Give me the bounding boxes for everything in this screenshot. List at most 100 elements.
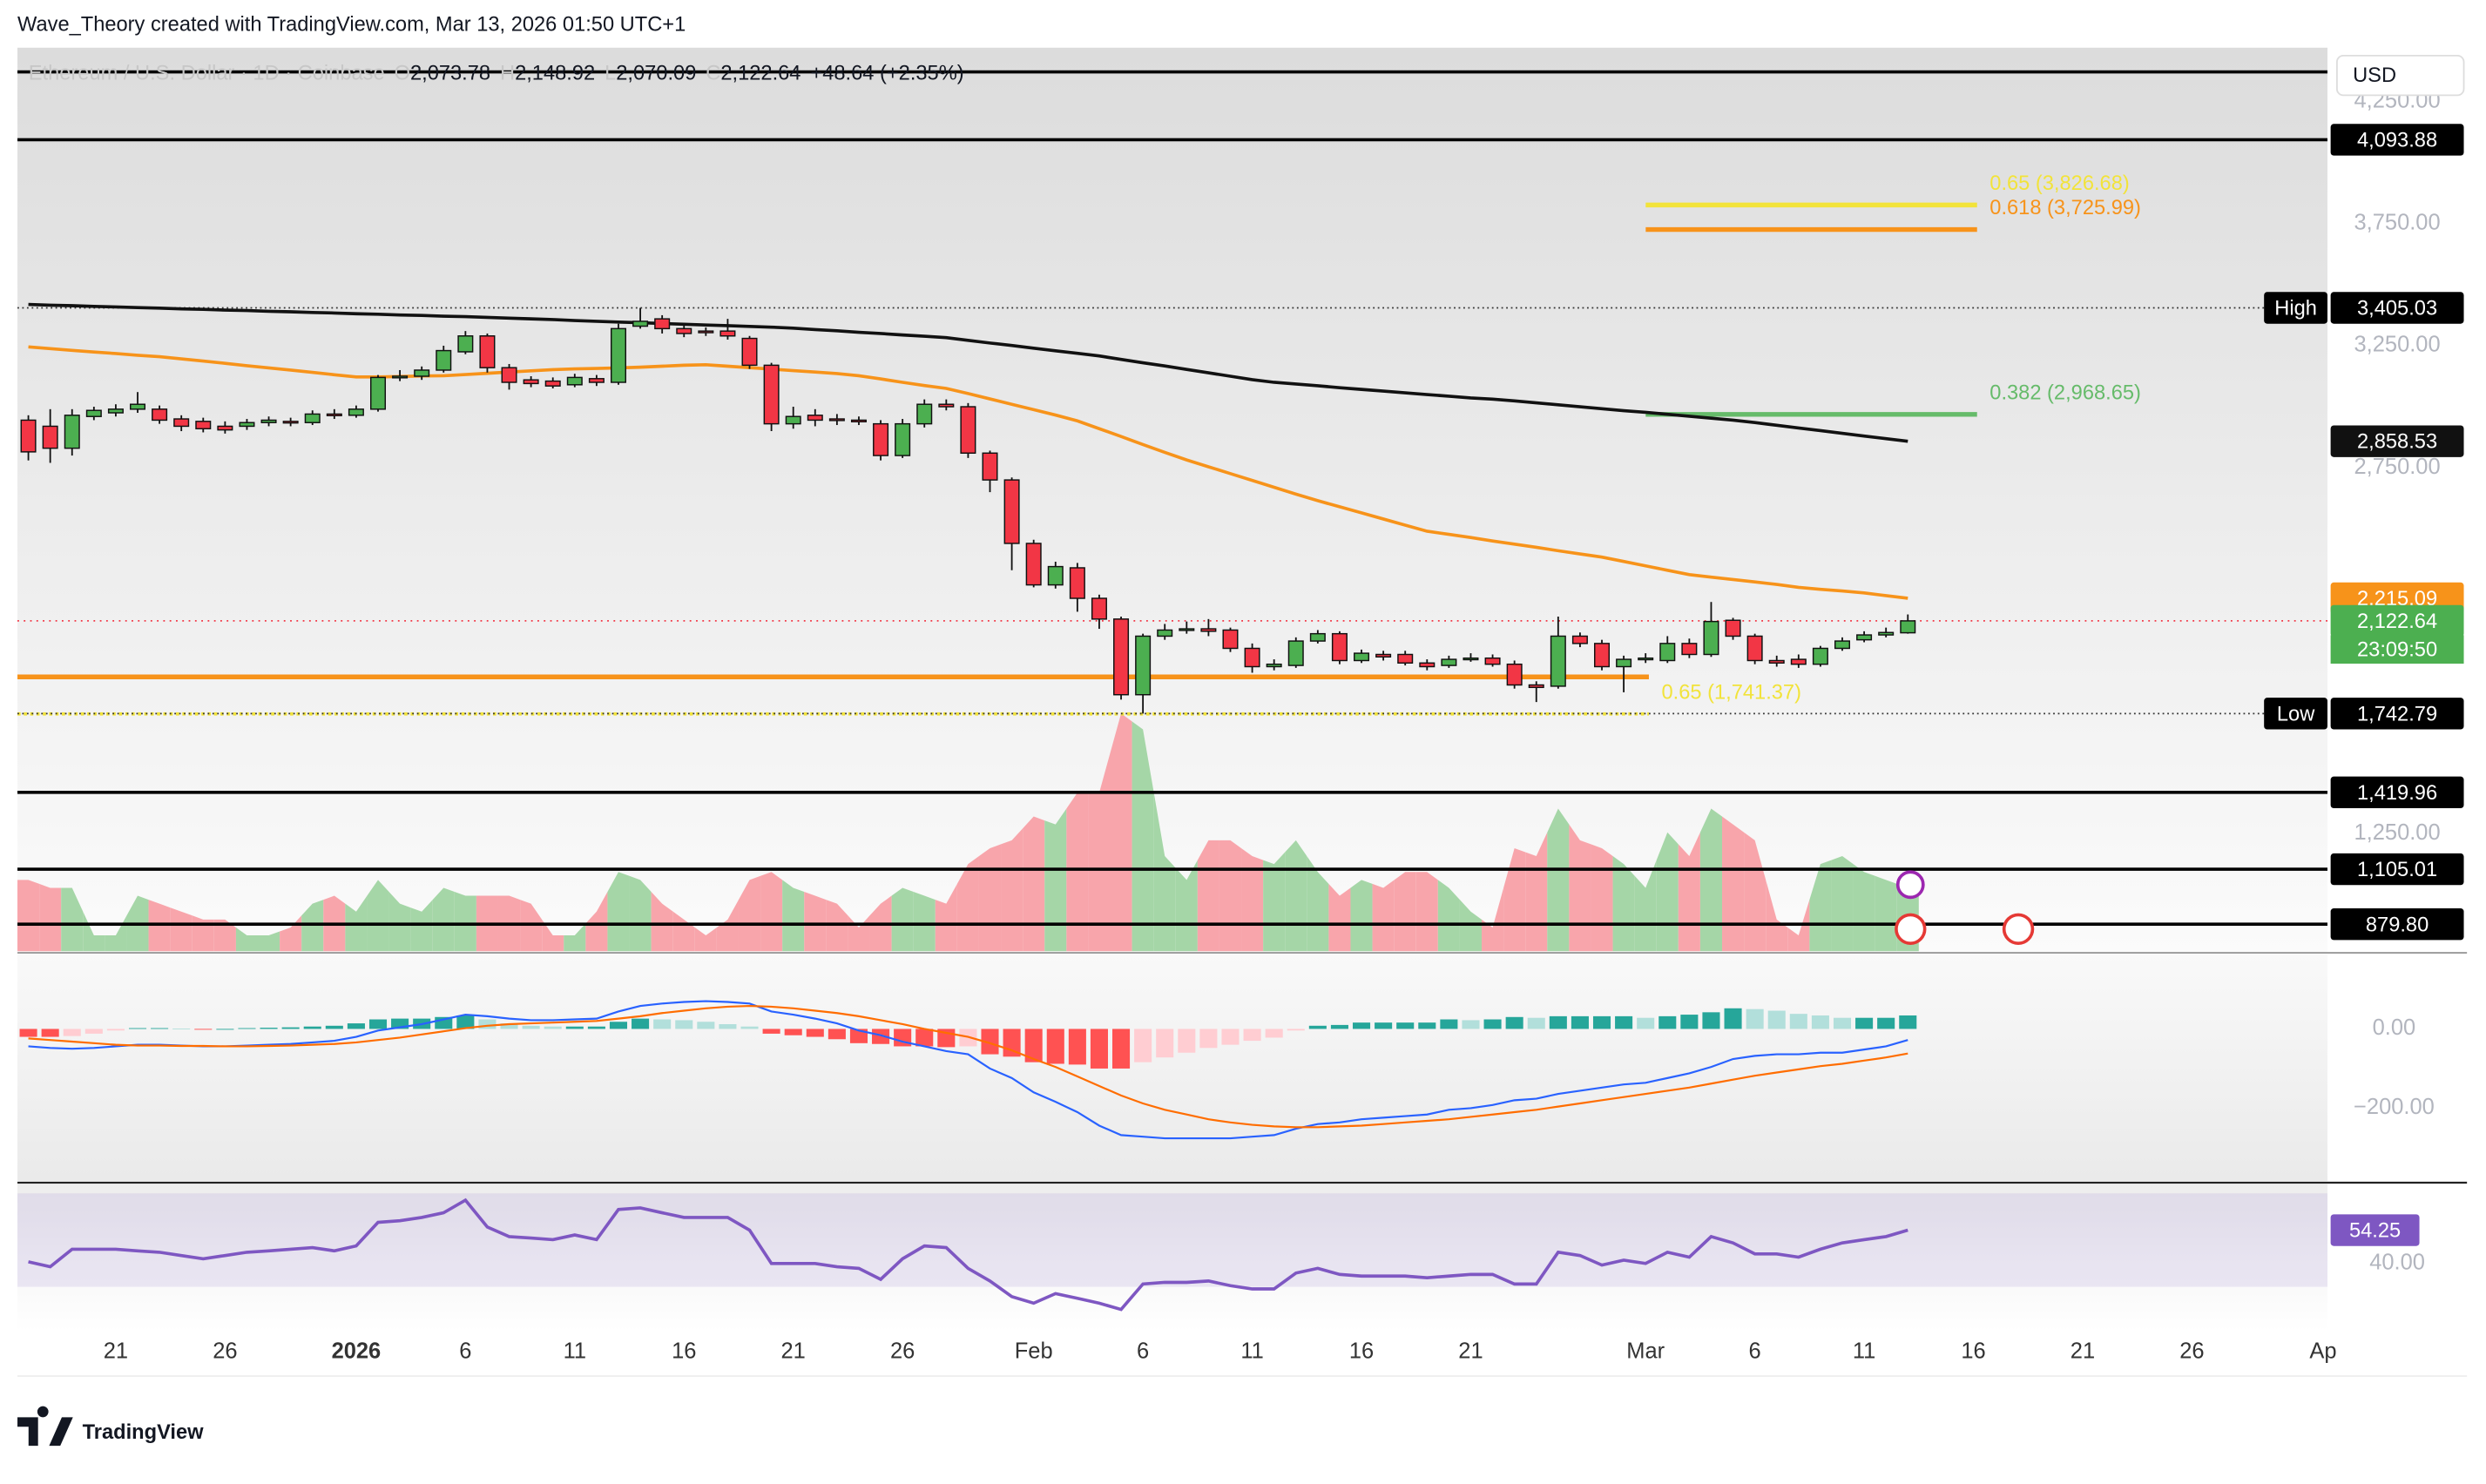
macd-histogram bbox=[1418, 1022, 1436, 1029]
candle-body bbox=[42, 425, 58, 449]
candle-body bbox=[457, 335, 474, 353]
macd-histogram bbox=[1462, 1020, 1480, 1029]
macd-histogram bbox=[719, 1023, 737, 1029]
macd-histogram bbox=[281, 1027, 300, 1029]
macd-histogram bbox=[1243, 1029, 1261, 1042]
volume-area bbox=[170, 907, 193, 952]
volume-area bbox=[1088, 752, 1111, 952]
candle-body bbox=[654, 318, 671, 330]
macd-histogram bbox=[1352, 1022, 1371, 1029]
candle-body bbox=[1638, 657, 1654, 661]
candle-body bbox=[916, 403, 933, 425]
volume-area bbox=[672, 911, 695, 952]
currency-button[interactable] bbox=[2335, 54, 2465, 97]
candle-body bbox=[1157, 629, 1173, 637]
x-tick-label: 21 bbox=[104, 1339, 128, 1363]
volume-area bbox=[39, 883, 62, 952]
volume-area bbox=[542, 919, 564, 952]
price-label: 1,419.96 bbox=[2357, 782, 2437, 805]
price-label-bg bbox=[2330, 604, 2464, 637]
candle-body bbox=[1287, 640, 1304, 666]
candle-body bbox=[107, 408, 124, 414]
price-label-bg bbox=[2330, 292, 2464, 324]
legend-key: C bbox=[706, 63, 720, 85]
macd-histogram bbox=[1833, 1017, 1852, 1029]
currency[interactable]: USD bbox=[2353, 64, 2396, 87]
legend-change: +48.64 (+2.35%) bbox=[810, 63, 963, 85]
price-label: 3,405.03 bbox=[2357, 298, 2437, 320]
candle-body bbox=[1025, 543, 1042, 586]
volume-area bbox=[1678, 832, 1700, 952]
volume-area bbox=[935, 883, 957, 952]
x-tick-label: 6 bbox=[459, 1339, 471, 1363]
candle-body bbox=[544, 380, 561, 387]
macd-line bbox=[28, 1004, 1908, 1129]
volume-area bbox=[738, 875, 761, 952]
macd-histogram bbox=[391, 1018, 409, 1029]
candle-body bbox=[1135, 635, 1152, 696]
volume-area bbox=[1766, 880, 1788, 952]
volume-area bbox=[454, 892, 476, 952]
price-label: 2,122.64 bbox=[2357, 610, 2437, 633]
x-tick-label: 11 bbox=[1240, 1339, 1263, 1363]
price-label-bg bbox=[2330, 124, 2464, 156]
candle-body bbox=[392, 375, 409, 379]
candle-body bbox=[1003, 479, 1020, 544]
y-tick-label: 3,750.00 bbox=[2354, 211, 2441, 235]
volume-area bbox=[258, 931, 280, 952]
macd-histogram bbox=[368, 1019, 388, 1029]
macd-histogram bbox=[849, 1029, 868, 1043]
macd-histogram bbox=[1046, 1029, 1064, 1064]
candle-body bbox=[938, 403, 955, 408]
candle-body bbox=[1484, 657, 1501, 665]
volume-area bbox=[1263, 852, 1286, 952]
candle-body bbox=[1069, 567, 1085, 599]
macd-histogram bbox=[915, 1029, 934, 1047]
rsi-line bbox=[28, 1197, 1908, 1312]
event-icon[interactable] bbox=[1895, 870, 1925, 900]
volume-area bbox=[192, 915, 214, 952]
candle-body bbox=[239, 422, 255, 428]
volume-area bbox=[629, 875, 652, 952]
volume-area bbox=[105, 915, 127, 952]
volume-area bbox=[83, 911, 105, 952]
macd-histogram bbox=[106, 1029, 125, 1031]
candle-body bbox=[1878, 631, 1895, 636]
price-label-bg bbox=[2330, 853, 2464, 886]
legend-key: O bbox=[395, 63, 410, 85]
price-label-bg bbox=[2330, 425, 2464, 457]
candle-body bbox=[1746, 635, 1763, 662]
candle-body bbox=[1900, 620, 1916, 634]
volume-area bbox=[1722, 816, 1745, 952]
flag-icon[interactable] bbox=[2002, 913, 2035, 945]
candle-body bbox=[982, 452, 998, 481]
volume-area bbox=[1350, 880, 1373, 952]
macd-histogram bbox=[478, 1019, 497, 1029]
candle-body bbox=[436, 349, 452, 371]
x-tick-label: 11 bbox=[1853, 1339, 1875, 1363]
macd-histogram bbox=[1396, 1022, 1415, 1029]
x-tick-label: 21 bbox=[1458, 1339, 1483, 1363]
candle-body bbox=[85, 409, 102, 417]
candle-body bbox=[1616, 658, 1632, 668]
fib-label: 0.65 (3,826.68) bbox=[1989, 172, 2129, 195]
macd-histogram bbox=[1199, 1029, 1218, 1049]
macd-histogram bbox=[1483, 1019, 1502, 1029]
macd-histogram bbox=[303, 1026, 321, 1029]
candle-body bbox=[326, 413, 342, 416]
volume-area bbox=[1372, 880, 1395, 952]
macd-line bbox=[28, 1000, 1908, 1140]
x-tick-label: Ap bbox=[2309, 1339, 2336, 1363]
price-label: 1,105.01 bbox=[2357, 859, 2437, 881]
volume-area bbox=[1066, 793, 1089, 952]
fib-label: 0.65 (1,741.37) bbox=[1662, 681, 1801, 704]
candle-body bbox=[1594, 643, 1611, 668]
flag-icon[interactable] bbox=[1895, 913, 1927, 945]
candle-body bbox=[741, 337, 758, 367]
candle-body bbox=[152, 408, 168, 422]
candle-body bbox=[1047, 565, 1064, 586]
macd-histogram bbox=[1221, 1029, 1240, 1045]
macd-histogram bbox=[63, 1029, 81, 1036]
volume-area bbox=[564, 923, 586, 952]
volume-area bbox=[978, 844, 1002, 952]
